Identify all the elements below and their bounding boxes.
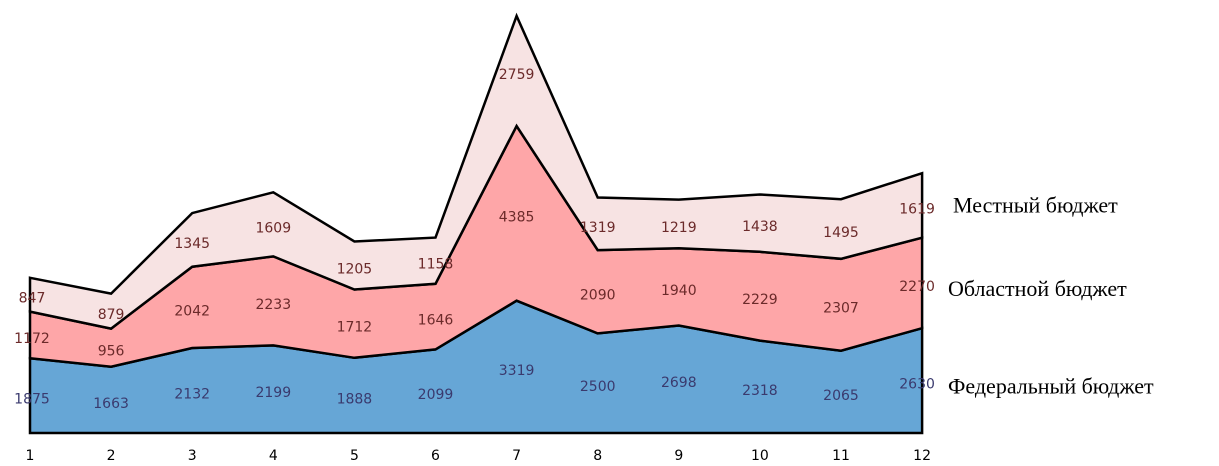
series-label: Местный бюджет <box>953 193 1118 218</box>
x-tick-label: 12 <box>913 448 931 464</box>
data-label: 2099 <box>418 387 454 403</box>
data-label: 3319 <box>499 363 535 379</box>
data-label: 1940 <box>661 283 697 299</box>
x-tick-label: 9 <box>674 448 683 464</box>
x-tick-label: 6 <box>431 448 440 464</box>
data-label: 1172 <box>14 331 50 347</box>
x-tick-label: 5 <box>350 448 359 464</box>
data-label: 2132 <box>174 387 210 403</box>
data-label: 2630 <box>899 377 935 393</box>
data-label: 1646 <box>418 313 454 329</box>
data-label: 1888 <box>337 391 373 407</box>
data-label: 1619 <box>899 202 935 218</box>
data-label: 2065 <box>823 388 859 404</box>
data-label: 1712 <box>337 320 373 336</box>
data-label: 1319 <box>580 220 616 236</box>
x-tick-label: 7 <box>512 448 521 464</box>
x-tick-label: 8 <box>593 448 602 464</box>
x-tick-label: 11 <box>832 448 850 464</box>
data-label: 2090 <box>580 288 616 304</box>
series-labels: Федеральный бюджет Областной бюджет Местны… <box>948 193 1154 399</box>
series-area-3 <box>28 12 924 330</box>
series-areas <box>28 12 924 435</box>
data-label: 1609 <box>255 220 291 236</box>
data-label: 1495 <box>823 225 859 241</box>
x-tick-label: 2 <box>107 448 116 464</box>
data-label: 2229 <box>742 292 778 308</box>
data-label: 1205 <box>337 262 373 278</box>
data-label: 2698 <box>661 375 697 391</box>
series-label: Федеральный бюджет <box>948 374 1154 399</box>
data-label: 2199 <box>255 385 291 401</box>
x-tick-label: 4 <box>269 448 278 464</box>
data-label: 1158 <box>418 257 454 273</box>
data-label: 4385 <box>499 209 535 225</box>
data-label: 2759 <box>499 67 535 83</box>
data-label: 1875 <box>14 392 50 408</box>
data-label: 1219 <box>661 220 697 236</box>
data-label: 1438 <box>742 219 778 235</box>
data-label: 2270 <box>899 279 935 295</box>
data-label: 2318 <box>742 383 778 399</box>
data-labels: 1875 1663 2132 2199 1888 2099 3319 2500 2698 2318… <box>14 67 935 412</box>
data-label: 1663 <box>93 396 129 412</box>
data-label: 2500 <box>580 379 616 395</box>
data-label: 2307 <box>823 301 859 317</box>
data-label: 2042 <box>174 303 210 319</box>
data-label: 1345 <box>174 236 210 252</box>
data-label: 847 <box>19 291 46 307</box>
data-label: 956 <box>98 344 125 360</box>
data-label: 2233 <box>255 297 291 313</box>
x-tick-label: 1 <box>26 448 35 464</box>
x-tick-label: 10 <box>751 448 769 464</box>
data-label: 879 <box>98 307 125 323</box>
series-label: Областной бюджет <box>948 276 1127 301</box>
x-tick-label: 3 <box>188 448 197 464</box>
x-axis-tick-labels: 1 2 3 4 5 6 7 8 9 10 11 12 <box>26 448 931 464</box>
